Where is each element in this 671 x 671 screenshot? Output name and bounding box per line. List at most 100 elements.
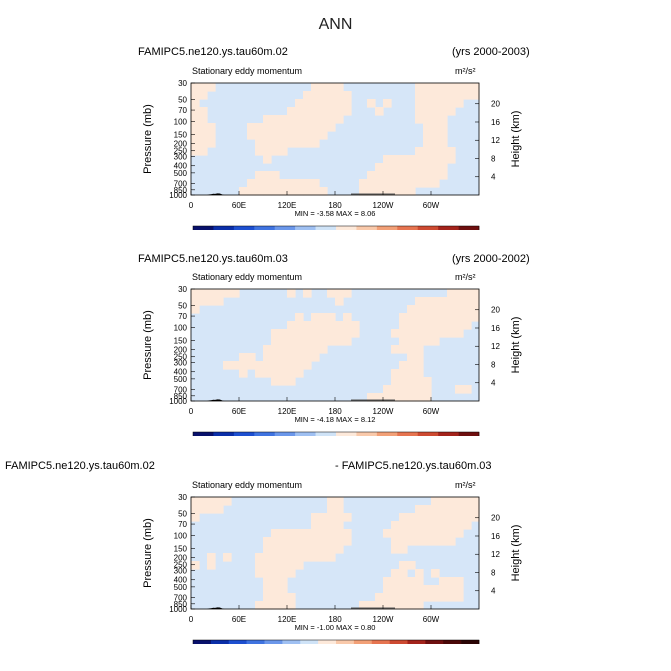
positive-cell	[375, 163, 384, 172]
positive-cell	[383, 585, 392, 594]
positive-cell	[311, 187, 320, 196]
positive-cell	[423, 385, 432, 394]
x-tick-label: 60E	[232, 407, 246, 416]
positive-cell	[415, 99, 424, 108]
positive-cell	[335, 289, 344, 298]
positive-cell	[319, 107, 328, 116]
panel-3-case-label-2: - FAMIPC5.ne120.ys.tau60m.03	[335, 460, 492, 472]
y-right-tick-label: 12	[491, 342, 500, 351]
colorbar-swatch	[246, 640, 265, 644]
positive-cell	[407, 385, 416, 394]
positive-cell	[399, 369, 408, 378]
positive-cell	[199, 289, 208, 298]
positive-cell	[319, 529, 328, 538]
positive-cell	[399, 329, 408, 338]
positive-cell	[431, 155, 440, 164]
positive-cell	[471, 91, 480, 100]
x-tick-label: 0	[189, 407, 194, 416]
positive-cell	[303, 537, 312, 546]
positive-cell	[359, 179, 368, 188]
positive-cell	[439, 593, 448, 602]
positive-cell	[415, 329, 424, 338]
positive-cell	[391, 329, 400, 338]
colorbar-swatch	[438, 432, 459, 436]
positive-cell	[271, 537, 280, 546]
positive-cell	[287, 123, 296, 132]
x-tick-label: 180	[328, 201, 342, 210]
positive-cell	[279, 561, 288, 570]
positive-cell	[279, 585, 288, 594]
positive-cell	[335, 545, 344, 554]
positive-cell	[263, 123, 272, 132]
colorbar-swatch	[210, 640, 230, 644]
y-right-tick-label: 16	[491, 118, 500, 127]
positive-cell	[247, 123, 256, 132]
positive-cell	[343, 329, 352, 338]
positive-cell	[335, 91, 344, 100]
colorbar-swatch	[458, 226, 480, 230]
y-axis-title: Pressure (mb)	[142, 310, 154, 380]
positive-cell	[431, 569, 440, 578]
positive-cell	[399, 545, 408, 554]
positive-cell	[351, 321, 360, 330]
positive-cell	[415, 361, 424, 370]
positive-cell	[199, 505, 208, 514]
colorbar-swatch	[356, 226, 378, 230]
positive-cell	[423, 393, 432, 402]
positive-cell	[271, 131, 280, 140]
positive-cell	[191, 131, 200, 140]
x-tick-label: 60E	[232, 615, 246, 624]
positive-cell	[415, 585, 424, 594]
y-tick-label: 850	[174, 392, 188, 401]
positive-cell	[399, 561, 408, 570]
positive-cell	[255, 601, 264, 610]
positive-cell	[223, 497, 232, 506]
positive-cell	[207, 297, 216, 306]
colorbar-swatch	[458, 432, 480, 436]
positive-cell	[263, 585, 272, 594]
positive-cell	[399, 337, 408, 346]
positive-cell	[327, 537, 336, 546]
positive-cell	[455, 321, 464, 330]
positive-cell	[455, 91, 464, 100]
positive-cell	[391, 577, 400, 586]
positive-cell	[319, 553, 328, 562]
positive-cell	[375, 171, 384, 180]
positive-cell	[391, 393, 400, 402]
positive-cell	[319, 313, 328, 322]
y-tick-label: 300	[174, 567, 188, 576]
positive-cell	[399, 179, 408, 188]
positive-cell	[455, 313, 464, 322]
y-tick-label: 500	[174, 375, 188, 384]
y-tick-label: 300	[174, 359, 188, 368]
colorbar-swatch	[438, 226, 459, 230]
positive-cell	[471, 305, 480, 314]
colorbar-swatch	[193, 432, 214, 436]
positive-cell	[311, 83, 320, 92]
positive-cell	[287, 289, 296, 298]
positive-cell	[415, 601, 424, 610]
positive-cell	[399, 593, 408, 602]
colorbar-swatch	[233, 432, 255, 436]
positive-cell	[463, 505, 472, 514]
positive-cell	[287, 321, 296, 330]
positive-cell	[255, 561, 264, 570]
positive-cell	[303, 353, 312, 362]
positive-cell	[367, 171, 376, 180]
positive-cell	[399, 313, 408, 322]
positive-cell	[247, 187, 256, 196]
positive-cell	[415, 345, 424, 354]
positive-regions	[191, 289, 480, 402]
colorbar-swatch	[417, 226, 439, 230]
positive-cell	[399, 385, 408, 394]
y-tick-label: 50	[178, 301, 187, 310]
positive-cell	[439, 107, 448, 116]
positive-cell	[415, 569, 424, 578]
positive-cell	[431, 131, 440, 140]
y-right-tick-label: 8	[491, 568, 496, 577]
positive-cell	[391, 385, 400, 394]
positive-cell	[471, 497, 480, 506]
positive-cell	[431, 179, 440, 188]
positive-cell	[295, 123, 304, 132]
positive-cell	[407, 601, 416, 610]
